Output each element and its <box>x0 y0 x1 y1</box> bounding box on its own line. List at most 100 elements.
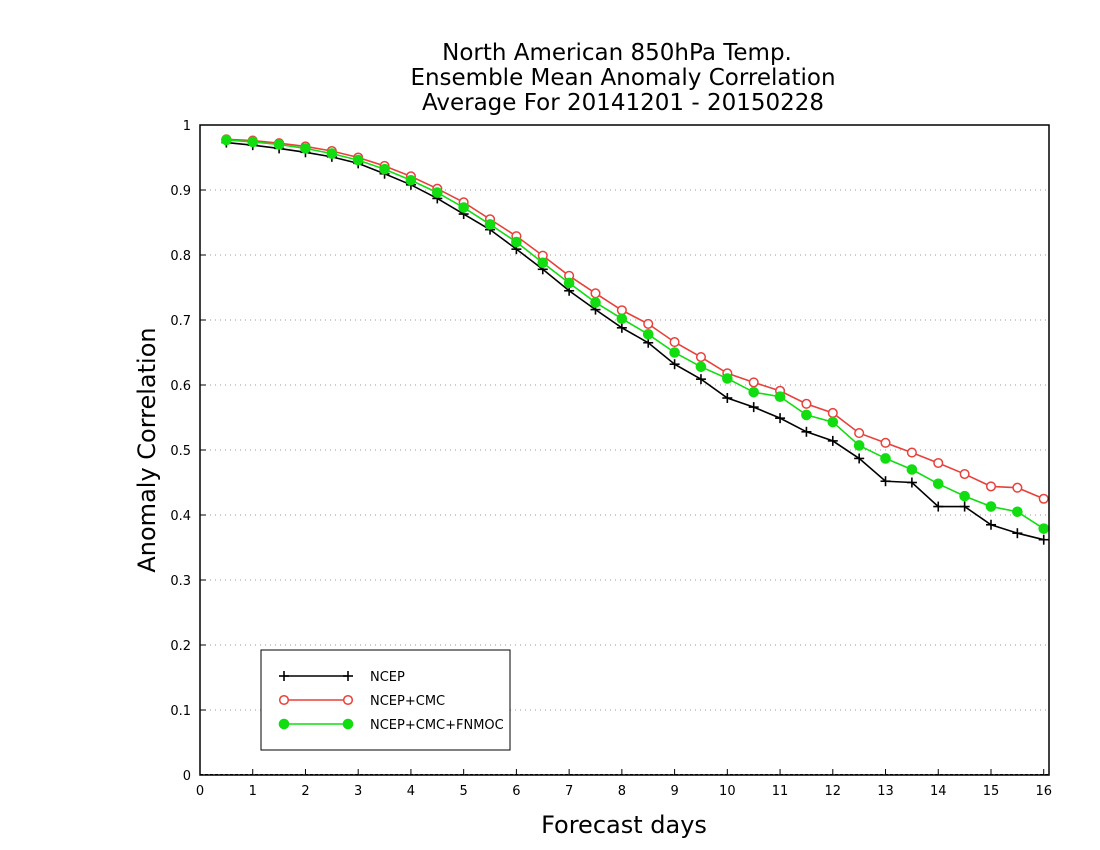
data-point <box>880 476 891 487</box>
data-point <box>959 490 970 502</box>
data-point <box>933 501 944 512</box>
y-axis-label: Anomaly Correlation <box>133 327 161 572</box>
data-point <box>748 386 759 398</box>
data-point <box>985 481 997 492</box>
title-line-1: North American 850hPa Temp. <box>442 40 792 66</box>
legend-marker <box>342 694 354 706</box>
x-tick-label: 16 <box>1035 784 1052 799</box>
data-point <box>669 337 680 348</box>
x-tick-label: 2 <box>301 784 309 799</box>
data-point <box>1012 506 1023 518</box>
series-line <box>226 141 1044 541</box>
title-line-2: Ensemble Mean Anomaly Correlation <box>410 65 835 91</box>
y-tick-label: 0.6 <box>170 379 191 394</box>
x-tick-label: 9 <box>670 784 678 799</box>
data-point <box>379 163 390 175</box>
legend-item: NCEP <box>279 670 405 685</box>
data-point <box>985 501 997 512</box>
data-point <box>906 464 918 475</box>
data-point <box>827 416 839 428</box>
legend-item: NCEP+CMC <box>278 694 445 709</box>
x-tick-label: 7 <box>565 784 573 799</box>
data-point <box>880 437 891 448</box>
y-tick-label: 0.4 <box>170 509 191 524</box>
data-point <box>959 501 970 512</box>
y-tick-label: 0.5 <box>170 444 191 459</box>
data-point <box>748 402 759 413</box>
series-0 <box>221 137 1049 545</box>
x-tick-label: 8 <box>618 784 626 799</box>
data-point <box>616 305 627 316</box>
y-axis: 0 0.1 0.2 0.3 0.4 0.5 0.6 0.7 0.8 0.9 1 <box>170 119 206 784</box>
y-tick-label: 0.3 <box>170 574 191 589</box>
data-point <box>616 313 628 325</box>
legend-item: NCEP+CMC+FNMOC <box>278 718 504 733</box>
title-line-3: Average For 20141201 - 20150228 <box>422 90 824 116</box>
data-point <box>511 236 522 248</box>
x-tick-label: 11 <box>772 784 789 799</box>
series-2 <box>221 134 1050 534</box>
legend-marker <box>279 671 289 681</box>
y-tick-label: 0 <box>183 769 191 784</box>
data-point <box>1012 482 1023 493</box>
x-tick-label: 13 <box>877 784 894 799</box>
data-point <box>775 413 786 424</box>
y-tick-label: 0.2 <box>170 639 191 654</box>
data-point <box>906 447 917 458</box>
x-tick-label: 15 <box>983 784 1000 799</box>
chart-title: North American 850hPa Temp. Ensemble Mea… <box>410 40 835 116</box>
data-point <box>722 373 733 384</box>
data-point <box>1038 534 1049 545</box>
data-point <box>932 478 944 490</box>
x-tick-label: 0 <box>196 784 204 799</box>
data-point <box>247 136 259 148</box>
data-point <box>695 361 707 373</box>
y-tick-label: 0.8 <box>170 249 191 264</box>
data-point <box>616 322 627 333</box>
data-point <box>458 202 469 213</box>
x-tick-label: 5 <box>460 784 468 799</box>
data-point <box>906 477 917 488</box>
x-tick-label: 14 <box>930 784 947 799</box>
legend-label: NCEP+CMC+FNMOC <box>370 718 504 733</box>
x-tick-label: 12 <box>825 784 842 799</box>
data-point <box>484 219 496 230</box>
legend-marker <box>278 694 290 706</box>
data-point <box>880 453 891 464</box>
data-point <box>854 453 865 464</box>
x-tick-label: 4 <box>407 784 415 799</box>
x-axis: 0 1 2 3 4 5 6 7 8 9 10 11 12 13 14 15 16 <box>196 769 1052 799</box>
data-point <box>959 469 970 480</box>
data-point <box>669 359 680 370</box>
data-point <box>695 352 707 363</box>
data-point <box>933 457 944 469</box>
x-tick-label: 6 <box>512 784 520 799</box>
series-layer <box>221 134 1050 545</box>
x-axis-label: Forecast days <box>541 811 707 839</box>
legend-label: NCEP+CMC <box>370 694 445 709</box>
data-point <box>854 428 865 439</box>
data-point <box>643 318 654 329</box>
data-point <box>352 154 364 166</box>
series-line <box>226 139 1045 530</box>
data-point <box>1012 528 1023 539</box>
x-tick-label: 10 <box>719 784 736 799</box>
data-point <box>326 148 338 159</box>
data-point <box>774 391 786 403</box>
data-point <box>748 377 759 388</box>
y-tick-label: 0.1 <box>170 704 191 719</box>
y-tick-label: 1 <box>183 119 191 134</box>
data-point <box>801 398 812 409</box>
legend-marker <box>343 671 353 681</box>
data-point <box>801 409 812 421</box>
series-line <box>226 138 1045 500</box>
data-point <box>537 257 549 269</box>
data-point <box>801 426 812 437</box>
data-point <box>563 277 575 289</box>
data-point <box>300 143 311 154</box>
data-point <box>695 374 706 385</box>
data-point <box>827 407 838 419</box>
x-tick-label: 3 <box>354 784 362 799</box>
y-tick-label: 0.9 <box>170 184 191 199</box>
data-point <box>590 288 601 299</box>
